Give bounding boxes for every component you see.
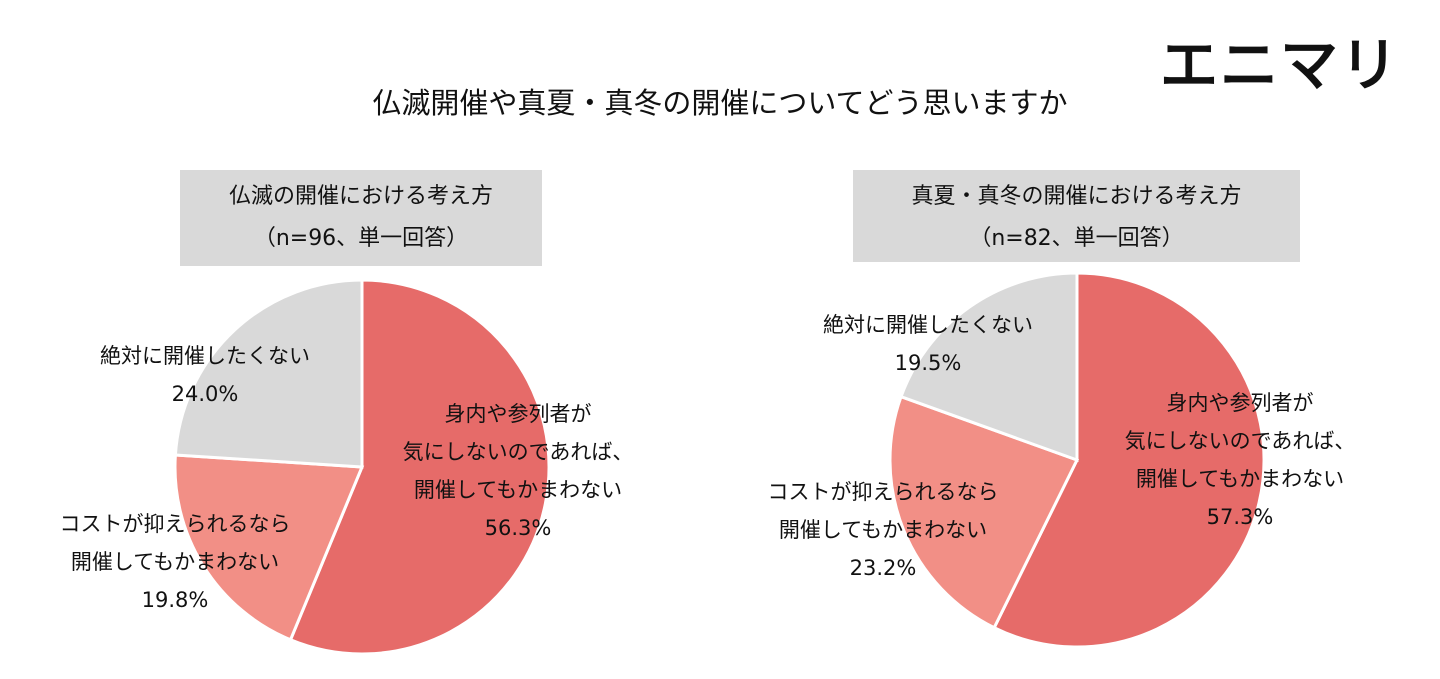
category-label: 絶対に開催したくない [100,344,310,368]
chart-title: 真夏・真冬の開催における考え方 [911,184,1242,209]
slice-label: コストが抑えられるなら 開催してもかまわない 19.8% [60,505,291,619]
value-label: 56.3% [484,516,552,540]
slice-label: 絶対に開催したくない 19.5% [823,306,1033,382]
category-label: コストが抑えられるなら 開催してもかまわない [767,480,999,542]
page-title: 仏滅開催や真夏・真冬の開催についてどう思いますか [372,86,1068,120]
pie-slice [173,278,364,469]
category-label: 身内や参列者が 気にしないのであれば、 開催してもかまわない [402,402,634,502]
chart-title-box: 仏滅の開催における考え方 （n=96、単一回答） [180,170,542,266]
logo: エニマリ [1159,31,1400,99]
slice-label: 身内や参列者が 気にしないのであれば、 開催してもかまわない 56.3% [403,395,634,547]
slice-label: 絶対に開催したくない 24.0% [100,337,310,413]
chart-title-box: 真夏・真冬の開催における考え方 （n=82、単一回答） [853,170,1300,262]
category-label: 身内や参列者が 気にしないのであれば、 開催してもかまわない [1124,391,1356,491]
chart-title: 仏滅の開催における考え方 [228,184,493,209]
value-label: 23.2% [849,556,917,580]
category-label: コストが抑えられるなら 開催してもかまわない [59,512,291,574]
pie-slice [992,271,1266,649]
pie-slice [888,394,1080,630]
category-label: 絶対に開催したくない [823,313,1033,337]
pie-slice [899,271,1079,463]
pie-slice [173,453,365,642]
pie-slice [288,278,551,656]
value-label: 24.0% [171,382,239,406]
chart-subtitle: （n=96、単一回答） [253,226,469,251]
chart-subtitle: （n=82、単一回答） [969,226,1184,251]
value-label: 19.8% [141,588,209,612]
value-label: 57.3% [1206,505,1274,529]
value-label: 19.5% [894,351,962,375]
slice-label: 身内や参列者が 気にしないのであれば、 開催してもかまわない 57.3% [1125,384,1356,536]
slice-label: コストが抑えられるなら 開催してもかまわない 23.2% [768,473,999,587]
